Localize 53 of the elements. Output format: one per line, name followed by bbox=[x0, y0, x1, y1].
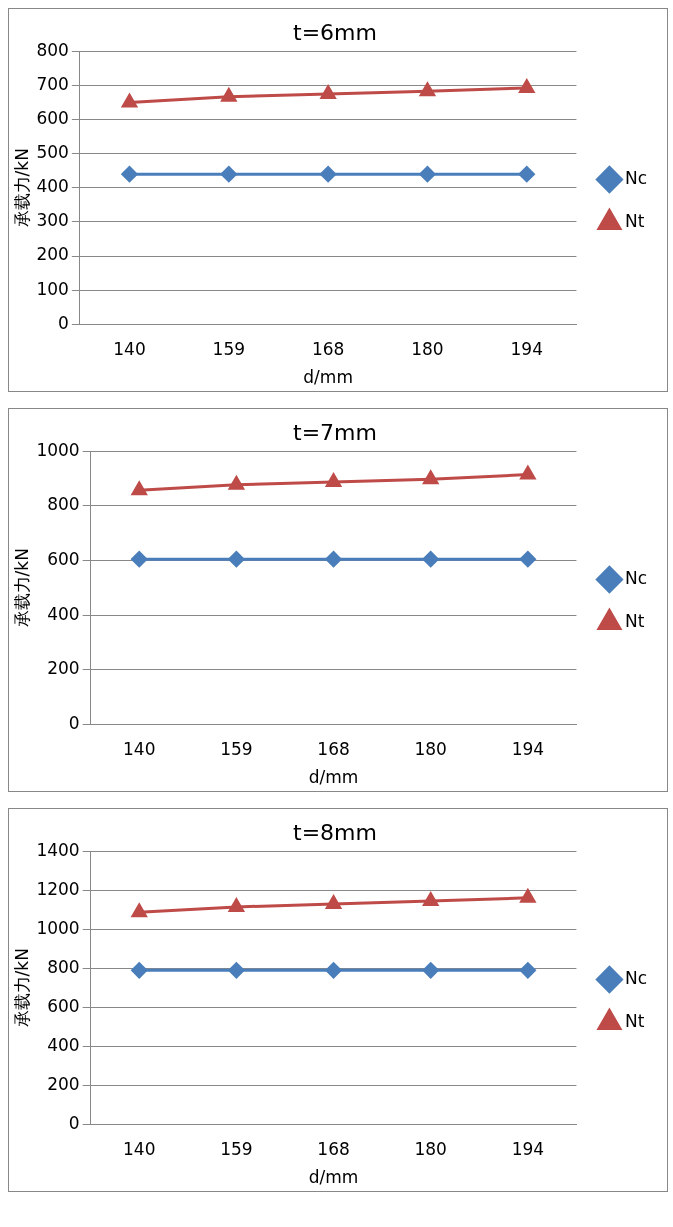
legend-label: Nc bbox=[624, 167, 648, 188]
y-tick-label: 0 bbox=[68, 1112, 80, 1133]
chart-title: t=7mm bbox=[293, 419, 377, 445]
y-tick-label: 300 bbox=[36, 210, 69, 231]
y-tick-label: 0 bbox=[68, 712, 80, 733]
y-tick-label: 700 bbox=[36, 73, 69, 94]
x-tick-label: 159 bbox=[212, 338, 246, 359]
x-tick-label: 159 bbox=[220, 738, 253, 759]
y-tick-label: 600 bbox=[36, 108, 69, 129]
y-tick-label: 200 bbox=[47, 658, 80, 679]
x-tick-label: 194 bbox=[510, 338, 543, 359]
x-tick-label: 168 bbox=[311, 338, 345, 359]
x-tick-label: 140 bbox=[123, 1138, 156, 1159]
y-axis-title: 承载力/kN bbox=[11, 148, 32, 228]
legend-label: Nt bbox=[624, 610, 645, 631]
x-tick-label: 140 bbox=[123, 738, 156, 759]
x-axis-title: d/mm bbox=[308, 1167, 359, 1188]
y-tick-label: 400 bbox=[36, 176, 69, 197]
x-tick-label: 180 bbox=[414, 738, 447, 759]
x-tick-label: 194 bbox=[511, 738, 545, 759]
y-tick-label: 1000 bbox=[36, 439, 80, 460]
legend-label: Nc bbox=[624, 967, 648, 988]
y-tick-label: 0 bbox=[58, 312, 69, 333]
x-tick-label: 140 bbox=[113, 338, 146, 359]
y-tick-label: 800 bbox=[36, 39, 69, 60]
y-tick-label: 200 bbox=[47, 1073, 80, 1094]
x-axis-title: d/mm bbox=[303, 367, 353, 388]
y-tick-label: 100 bbox=[36, 278, 69, 299]
x-tick-label: 180 bbox=[411, 338, 444, 359]
chart-title: t=6mm bbox=[293, 19, 377, 45]
x-axis-title: d/mm bbox=[308, 767, 359, 788]
legend-label: Nt bbox=[624, 210, 645, 231]
x-tick-label: 168 bbox=[317, 738, 350, 759]
y-tick-label: 800 bbox=[47, 494, 80, 515]
y-tick-label: 600 bbox=[47, 548, 80, 569]
x-tick-label: 159 bbox=[220, 1138, 253, 1159]
y-axis-title: 承载力/kN bbox=[11, 948, 32, 1028]
y-tick-label: 400 bbox=[47, 603, 80, 624]
chart-title: t=8mm bbox=[293, 819, 377, 845]
x-tick-label: 168 bbox=[317, 1138, 350, 1159]
x-tick-label: 194 bbox=[511, 1138, 545, 1159]
y-tick-label: 1200 bbox=[36, 878, 80, 899]
legend-label: Nc bbox=[624, 567, 648, 588]
y-axis-title: 承载力/kN bbox=[11, 548, 32, 628]
y-tick-label: 800 bbox=[47, 956, 80, 977]
y-tick-label: 1000 bbox=[36, 917, 80, 938]
y-tick-label: 600 bbox=[47, 995, 80, 1016]
y-tick-label: 400 bbox=[47, 1034, 80, 1055]
y-tick-label: 1400 bbox=[36, 839, 80, 860]
legend-label: Nt bbox=[624, 1010, 645, 1031]
x-tick-label: 180 bbox=[414, 1138, 447, 1159]
y-tick-label: 500 bbox=[36, 142, 69, 163]
y-tick-label: 200 bbox=[36, 244, 69, 265]
